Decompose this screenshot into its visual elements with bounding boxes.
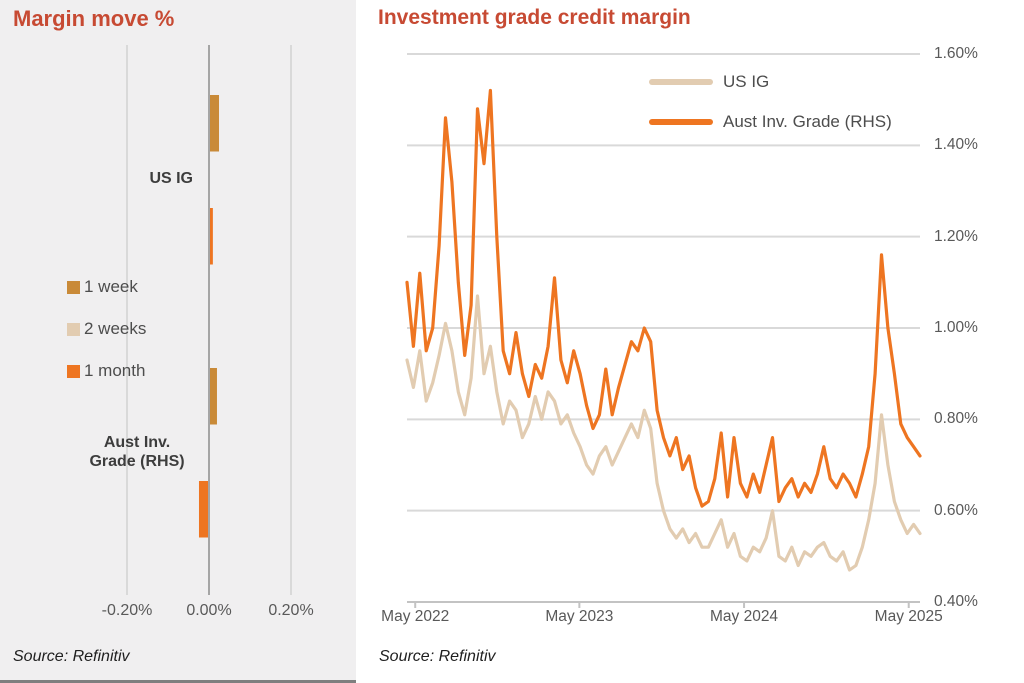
category-label-us-ig: US IG	[149, 170, 193, 187]
y-axis-tick-label: 0.80%	[934, 410, 978, 428]
y-axis-tick-label: 0.60%	[934, 501, 978, 519]
margin-move-panel: Margin move % US IG Aust Inv. Grade (RHS…	[0, 0, 356, 683]
bar-chart-legend: 1 week 2 weeks 1 month	[67, 277, 146, 381]
credit-margin-panel: Investment grade credit margin US IG Aus…	[356, 0, 1024, 683]
x-axis-tick-label: May 2023	[545, 608, 614, 625]
x-axis-tick-label: May 2022	[381, 608, 450, 625]
page-title-margin-move: Margin move %	[13, 6, 175, 31]
legend-label: 2 weeks	[84, 319, 147, 338]
legend-swatch-icon	[67, 364, 80, 378]
legend-item-1-week: 1 week	[67, 277, 146, 297]
legend-label: 1 week	[84, 277, 138, 296]
y-axis-tick-label: 1.60%	[934, 45, 978, 62]
legend-line-swatch-icon	[649, 119, 713, 125]
category-label-aust-inv-grade: Aust Inv. Grade (RHS)	[81, 433, 193, 471]
legend-swatch-icon	[67, 280, 80, 294]
x-axis-tick-label: May 2024	[709, 608, 779, 625]
margin-move-bar-chart	[126, 45, 292, 595]
category-label-aust-line1: Aust Inv.	[103, 434, 171, 451]
legend-swatch-icon	[67, 322, 80, 336]
legend-line-swatch-icon	[649, 79, 713, 85]
category-label-aust-line2: Grade (RHS)	[89, 453, 185, 470]
credit-margin-line-chart	[405, 53, 922, 608]
legend-item-aust-inv-grade: Aust Inv. Grade (RHS)	[649, 108, 892, 136]
x-axis-tick-label: 0.00%	[186, 602, 232, 619]
y-axis-tick-label: 1.20%	[934, 227, 978, 245]
y-axis-tick-label: 1.00%	[934, 319, 978, 336]
line-chart-legend: US IG Aust Inv. Grade (RHS)	[649, 68, 892, 136]
legend-item-1-month: 1 month	[67, 361, 146, 381]
legend-label: US IG	[723, 72, 770, 91]
y-axis-tick-label: 0.40%	[934, 593, 978, 610]
y-axis-tick-label: 1.40%	[934, 136, 978, 154]
x-axis-tick-label: 0.20%	[268, 602, 314, 619]
source-text: Source: Refinitiv	[379, 648, 496, 665]
page-title-credit-margin: Investment grade credit margin	[378, 6, 691, 29]
source-text: Source: Refinitiv	[13, 648, 130, 665]
legend-label: 1 month	[84, 361, 146, 380]
legend-item-2-weeks: 2 weeks	[67, 319, 146, 339]
legend-label: Aust Inv. Grade (RHS)	[723, 112, 892, 131]
x-axis-tick-label: -0.20%	[101, 602, 153, 619]
legend-item-us-ig: US IG	[649, 68, 892, 96]
x-axis-tick-label: May 2025	[874, 608, 943, 625]
